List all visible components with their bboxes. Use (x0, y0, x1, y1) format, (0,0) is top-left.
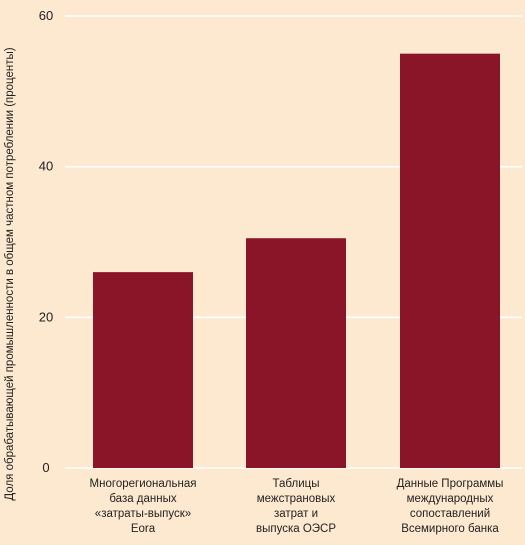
x-category-label-line: затрат и (274, 508, 318, 520)
y-tick-label-0: 0 (42, 460, 49, 475)
x-category-label-3: Данные Программы международных сопоставлен… (397, 478, 504, 535)
x-category-label-2: Таблицы межстрановых затрат и выпуска ОЭСР (256, 478, 336, 535)
bar-1 (93, 272, 193, 468)
x-category-label-line: Всемирного банка (401, 523, 499, 535)
bars (93, 53, 500, 469)
x-axis-category-labels: Многорегиональная база данных «затраты-вып… (90, 478, 504, 535)
x-category-label-line: Eora (131, 523, 156, 535)
x-category-label-line: Таблицы (273, 478, 320, 490)
x-category-label-line: выпуска ОЭСР (256, 523, 336, 535)
x-category-label-1: Многорегиональная база данных «затраты-вып… (90, 478, 197, 535)
x-category-label-line: база данных (109, 493, 177, 505)
x-category-label-line: международных (407, 493, 494, 505)
y-tick-label-20: 20 (39, 309, 53, 324)
bar-3 (400, 53, 500, 469)
x-category-label-line: «затраты-выпуск» (95, 508, 191, 520)
y-axis-ticks: 0 20 40 60 (39, 8, 53, 475)
y-tick-label-60: 60 (39, 8, 53, 23)
x-category-label-line: Многорегиональная (90, 478, 197, 490)
x-category-label-line: межстрановых (257, 493, 336, 505)
bar-2 (246, 238, 346, 468)
x-category-label-line: сопоставлений (410, 508, 490, 520)
x-category-label-line: Данные Программы (397, 478, 504, 490)
y-tick-label-40: 40 (39, 159, 53, 174)
y-axis-title: Доля обрабатывающей промышленности в общ… (4, 47, 16, 500)
